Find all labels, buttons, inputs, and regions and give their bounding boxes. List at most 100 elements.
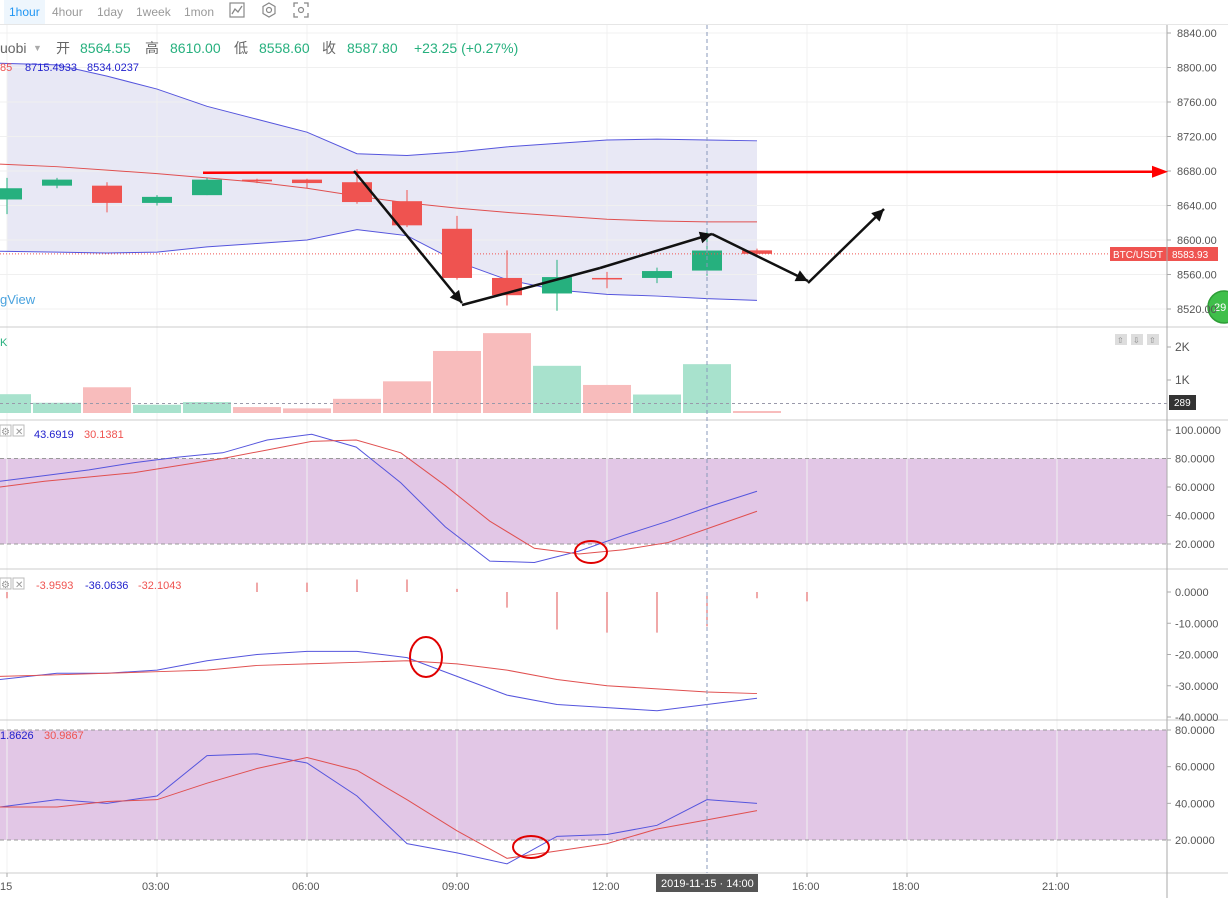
rsi-value-2: 30.9867 — [44, 730, 84, 742]
timeframe-4hour[interactable]: 4hour — [52, 5, 83, 19]
open-label: 开 — [56, 40, 70, 56]
change-value: +23.25 (+0.27%) — [414, 40, 518, 56]
volume-bar — [133, 404, 181, 413]
macd-value-3: -32.1043 — [138, 580, 181, 592]
resistance-arrow-head — [1152, 165, 1168, 178]
candle-body — [292, 179, 322, 184]
timeframe-1week[interactable]: 1week — [136, 5, 171, 19]
kdj-value-1: 43.6919 — [34, 429, 74, 441]
macd-tick-label: 0.0000 — [1175, 587, 1209, 599]
volume-tick-label: 2K — [1175, 340, 1190, 354]
path-arrow-rebound — [807, 208, 885, 284]
boll-mid-line — [0, 163, 757, 223]
symbol-dropdown-icon[interactable]: ▼ — [33, 43, 42, 53]
time-tick-label: 03:00 — [142, 881, 170, 893]
kdj-band — [0, 458, 1167, 544]
volume-bar — [383, 381, 431, 413]
rsi-tick-label: 60.0000 — [1175, 762, 1215, 774]
y-tick-label: 8760.00 — [1177, 97, 1217, 109]
path-arrow-pullback-head — [794, 270, 808, 282]
kdj-tick-label: 20.0000 — [1175, 539, 1215, 551]
timeframe-1day[interactable]: 1day — [97, 5, 124, 19]
path-arrow-pullback — [711, 232, 809, 283]
chart-style-icon[interactable] — [227, 2, 247, 22]
candle-body — [42, 179, 72, 186]
candle-body — [142, 196, 172, 203]
time-tick-label: 12:00 — [592, 881, 620, 893]
timeframe-1hour[interactable]: 1hour — [4, 0, 45, 24]
kdj-close-icon[interactable]: ✕ — [15, 427, 23, 438]
macd-tick-label: -30.0000 — [1175, 681, 1218, 693]
boll-value-3: 8534.0237 — [87, 62, 139, 74]
candle-body — [192, 179, 222, 196]
candle-body — [592, 277, 622, 280]
volume-pane-buttons: ⇧ ⇩ ⇧ — [1115, 334, 1159, 345]
rsi-tick-label: 40.0000 — [1175, 798, 1215, 810]
open-value: 8564.55 — [80, 40, 131, 56]
boll-lower-line — [0, 229, 758, 301]
plot-marks — [0, 62, 1167, 865]
y-tick-label: 8720.00 — [1177, 132, 1217, 144]
candle-body — [392, 201, 422, 226]
crosshair-time: 2019-11-15 · 14:00 — [661, 878, 754, 890]
macd-value-2: -36.0636 — [85, 580, 128, 592]
low-label: 低 — [234, 40, 248, 56]
path-arrow-rebound-head — [871, 209, 884, 222]
kdj-pane-controls: ⚙ ✕ — [0, 424, 25, 438]
kdj-tick-label: 40.0000 — [1175, 511, 1215, 523]
volume-bar — [283, 408, 331, 413]
candle-body — [742, 250, 772, 254]
kdj-k-line — [0, 433, 758, 564]
volume-bar — [433, 350, 481, 413]
rsi-value-1: 1.8626 — [0, 730, 34, 742]
notification-badge[interactable]: 29 — [1207, 290, 1228, 324]
fullscreen-icon[interactable] — [291, 2, 311, 22]
volume-bar — [233, 407, 281, 413]
price-tag-symbol: BTC/USDT — [1113, 250, 1163, 261]
time-tick-label: 09:00 — [442, 881, 470, 893]
volume-current-value: 289 — [1174, 398, 1191, 409]
path-arrow-down-head — [449, 289, 462, 303]
rsi-tick-label: 20.0000 — [1175, 835, 1215, 847]
candle-body — [92, 185, 122, 203]
axes: 8840.00 8800.00 8760.00 8720.00 8680.00 8640.… — [0, 25, 1228, 898]
settings-icon[interactable] — [259, 2, 279, 22]
candle-body — [0, 188, 22, 200]
candle-body — [242, 179, 272, 182]
pane-up-button[interactable]: ⇧ — [1117, 336, 1124, 345]
pane-down-button[interactable]: ⇩ — [1133, 336, 1140, 345]
volume-bar — [533, 365, 581, 413]
annotations — [202, 25, 1168, 873]
macd-tick-label: -40.0000 — [1175, 712, 1218, 724]
rsi-band — [0, 730, 1167, 840]
chart-area[interactable]: uobi ▼ 开 8564.55 高 8610.00 低 8558.60 收 8… — [0, 25, 1228, 898]
path-arrow-down — [353, 170, 463, 304]
pane-max-button[interactable]: ⇧ — [1149, 336, 1156, 345]
volume-bar — [0, 394, 31, 413]
rsi-slow-line — [0, 756, 758, 859]
time-tick-label: 18:00 — [892, 881, 920, 893]
path-segment — [461, 266, 601, 307]
kdj-settings-icon[interactable]: ⚙ — [1, 427, 10, 438]
price-tag: BTC/USDT 8583.93 — [1110, 247, 1218, 261]
y-tick-label: 8800.00 — [1177, 63, 1217, 75]
macd-cross-circle — [409, 636, 443, 678]
boll-upper-line — [0, 62, 758, 156]
macd-dea-line — [0, 660, 758, 695]
boll-value-2: 8715.4933 — [25, 62, 77, 74]
path-arrow-up — [599, 232, 713, 270]
timeframe-1mon[interactable]: 1mon — [184, 5, 215, 19]
volume-label: K — [0, 337, 8, 349]
high-label: 高 — [145, 40, 159, 56]
time-tick-label: 06:00 — [292, 881, 320, 893]
close-value: 8587.80 — [347, 40, 398, 56]
macd-tick-label: -20.0000 — [1175, 650, 1218, 662]
volume-bar — [583, 384, 631, 413]
volume-bar — [333, 398, 381, 413]
macd-close-icon[interactable]: ✕ — [15, 580, 23, 591]
crosshair-time-tag: 2019-11-15 · 14:00 — [656, 874, 758, 892]
bollinger-band-fill — [7, 63, 757, 301]
macd-settings-icon[interactable]: ⚙ — [1, 580, 10, 591]
badge-count: 29 — [1214, 302, 1226, 314]
boll-value-1: 85 — [0, 62, 12, 74]
